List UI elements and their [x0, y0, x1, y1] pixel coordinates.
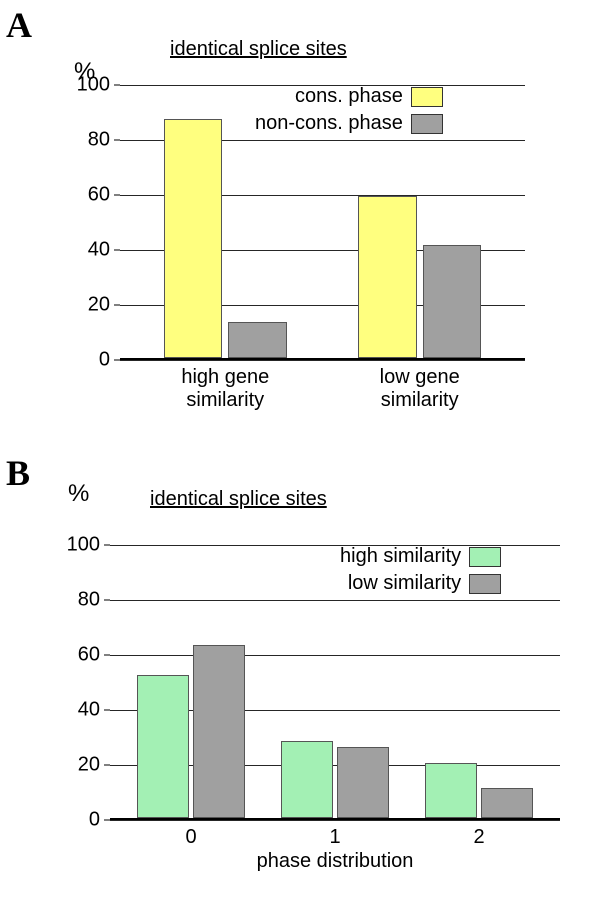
bar: [481, 788, 533, 818]
x-category-label: high gene similarity: [145, 366, 305, 412]
y-tick-mark: [114, 140, 120, 141]
y-tick-mark: [114, 195, 120, 196]
bar: [193, 645, 245, 818]
y-tick-label: 0: [65, 349, 110, 372]
y-tick-label: 0: [55, 809, 100, 832]
y-tick-label: 100: [65, 74, 110, 97]
y-tick-label: 60: [65, 184, 110, 207]
y-tick-mark: [114, 85, 120, 86]
x-category-label: 2: [399, 826, 559, 849]
y-tick-label: 100: [55, 534, 100, 557]
bar: [337, 747, 389, 819]
bar: [281, 741, 333, 818]
legend-row: non-cons. phase: [255, 112, 443, 135]
y-tick-mark: [104, 765, 110, 766]
y-tick-label: 20: [65, 294, 110, 317]
gridline: [110, 820, 560, 821]
bar: [358, 196, 417, 358]
panel-a-legend: cons. phase non-cons. phase: [255, 85, 443, 139]
legend-label: cons. phase: [295, 85, 403, 108]
bar: [137, 675, 189, 818]
x-axis-label: phase distribution: [110, 850, 560, 873]
y-tick-label: 20: [55, 754, 100, 777]
y-tick-mark: [104, 820, 110, 821]
y-tick-mark: [104, 600, 110, 601]
y-tick-label: 80: [55, 589, 100, 612]
y-tick-mark: [114, 305, 120, 306]
legend-label: low similarity: [348, 572, 461, 595]
legend-row: high similarity: [340, 545, 501, 568]
legend-swatch: [411, 114, 443, 134]
x-category-label: low gene similarity: [340, 366, 500, 412]
legend-row: low similarity: [340, 572, 501, 595]
legend-label: non-cons. phase: [255, 112, 403, 135]
y-tick-label: 80: [65, 129, 110, 152]
y-tick-mark: [104, 545, 110, 546]
panel-a-title: identical splice sites: [170, 38, 347, 61]
y-tick-label: 40: [55, 699, 100, 722]
y-tick-mark: [114, 250, 120, 251]
legend-row: cons. phase: [255, 85, 443, 108]
y-tick-mark: [104, 710, 110, 711]
panel-b-title: identical splice sites: [150, 488, 327, 511]
legend-swatch: [469, 547, 501, 567]
gridline: [110, 655, 560, 656]
legend-swatch: [469, 574, 501, 594]
panel-b-legend: high similarity low similarity: [340, 545, 501, 599]
panel-b-percent-label: %: [68, 480, 89, 508]
y-tick-label: 60: [55, 644, 100, 667]
x-category-label: 0: [111, 826, 271, 849]
x-category-label: 1: [255, 826, 415, 849]
legend-label: high similarity: [340, 545, 461, 568]
panel-a-label: A: [6, 4, 32, 46]
gridline: [120, 360, 525, 361]
bar: [425, 763, 477, 818]
bar: [423, 245, 482, 358]
legend-swatch: [411, 87, 443, 107]
bar: [164, 119, 223, 358]
gridline: [110, 600, 560, 601]
y-tick-label: 40: [65, 239, 110, 262]
y-tick-mark: [114, 360, 120, 361]
y-tick-mark: [104, 655, 110, 656]
page: { "panelA": { "label": "A", "label_fonts…: [0, 0, 600, 913]
bar: [228, 322, 287, 358]
panel-b-label: B: [6, 452, 30, 494]
